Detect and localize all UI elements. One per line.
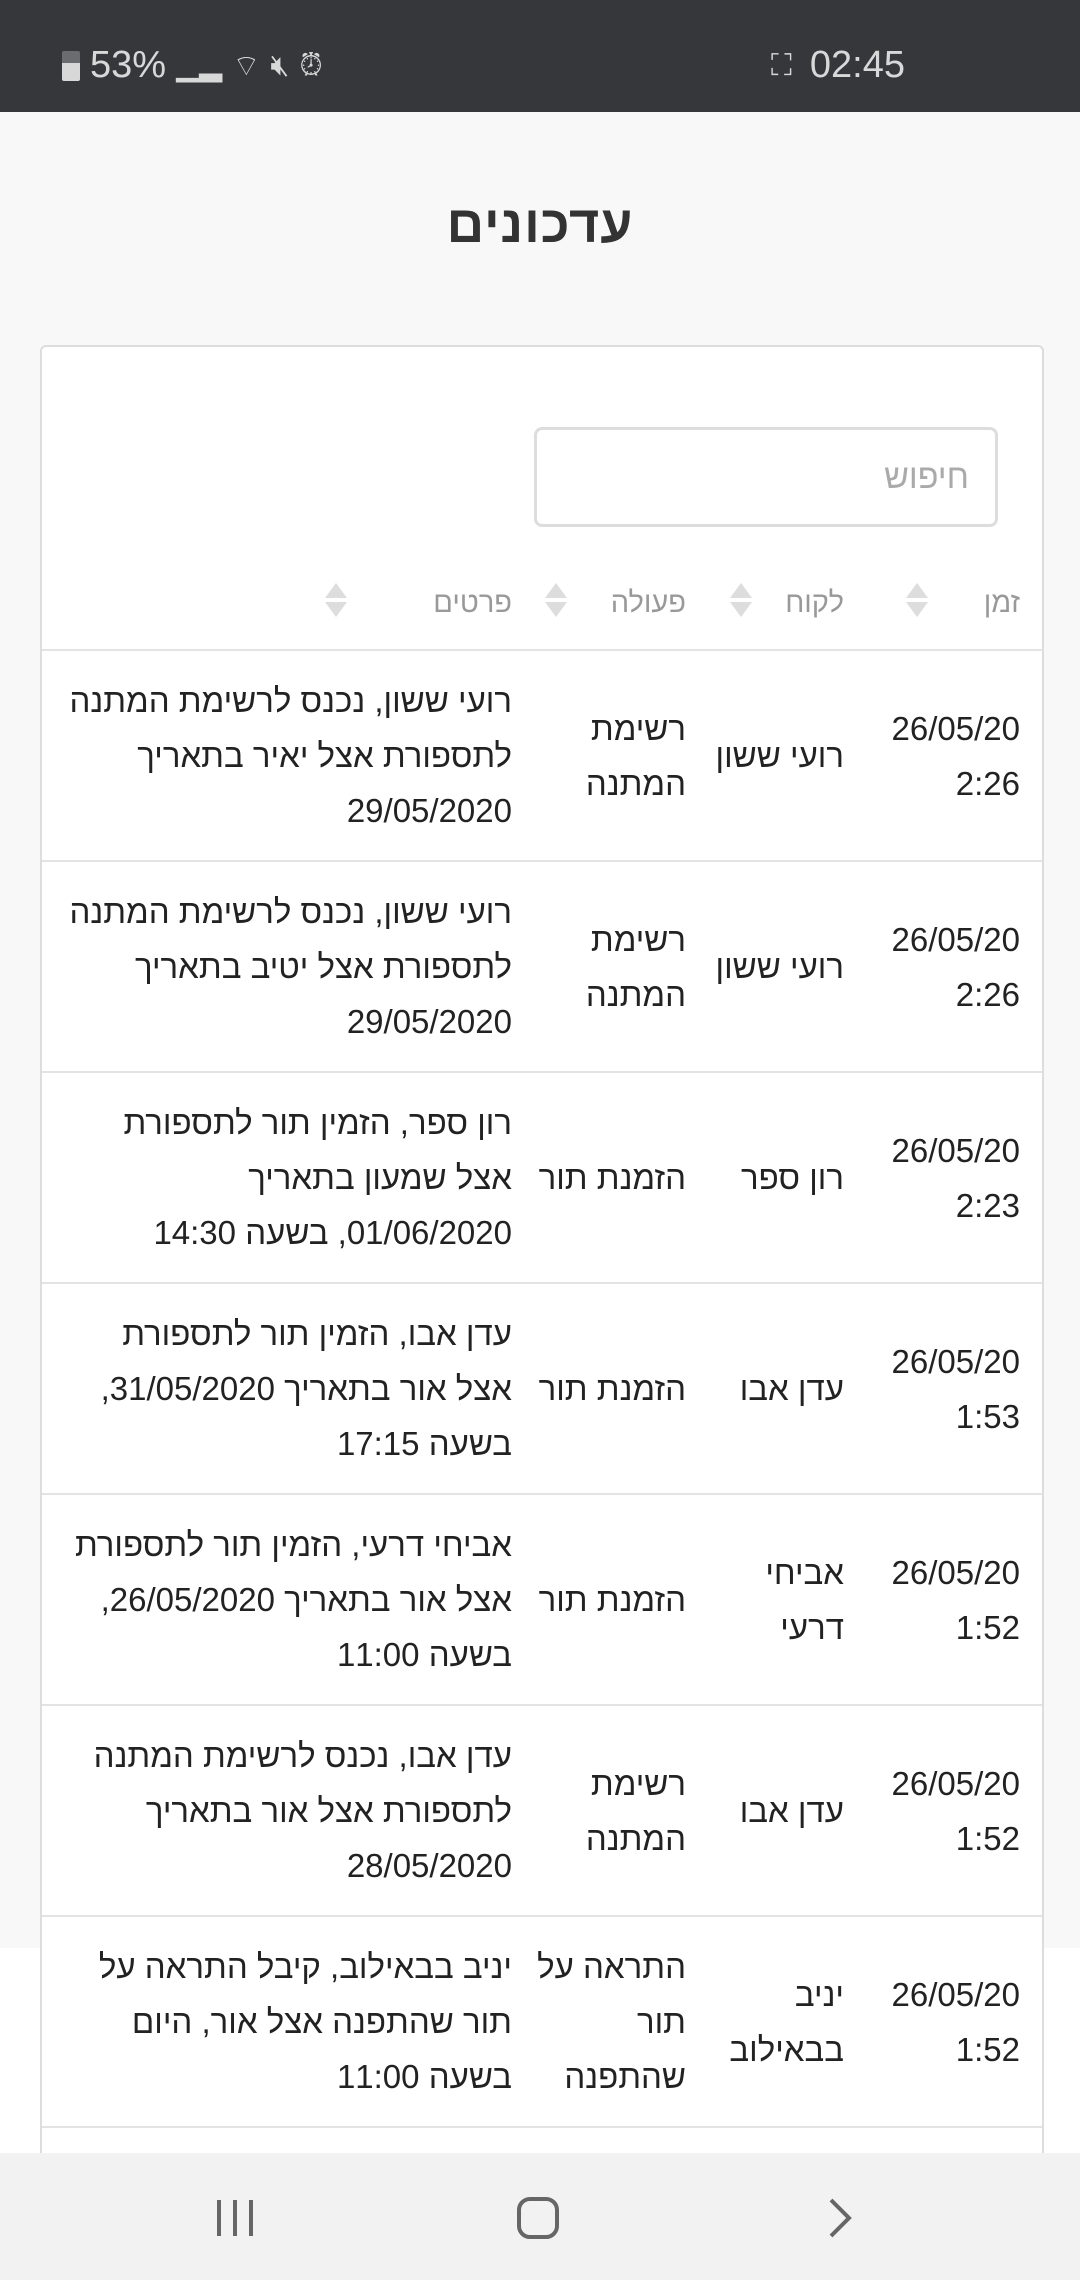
table-header: זמן לקוח פעולה פרטים xyxy=(42,557,1042,650)
column-header-action[interactable]: פעולה xyxy=(529,557,702,650)
cell-time: 26/05/20 2:23 xyxy=(866,1072,1042,1284)
cell-time: 26/05/20 2:26 xyxy=(866,861,1042,1073)
cell-time: 26/05/20 1:52 xyxy=(866,1494,1042,1706)
cell-action: הזמנת תור xyxy=(529,1283,702,1495)
navigation-bar xyxy=(0,2153,1080,2280)
cell-client: יניב בבאילוב xyxy=(702,1916,866,2128)
mute-icon: 🔇︎ xyxy=(270,48,290,82)
cell-client: עדן אבו xyxy=(702,1705,866,1917)
cell-client: רון ספר xyxy=(702,1072,866,1284)
column-header-details[interactable]: פרטים xyxy=(42,557,529,650)
cell-action: רשימת המתנה xyxy=(529,861,702,1073)
cell-time: 26/05/20 2:26 xyxy=(866,649,1042,862)
battery-icon xyxy=(62,50,80,81)
search-input[interactable] xyxy=(534,427,998,527)
cell-client: עדן אבו xyxy=(702,1283,866,1495)
battery-percent: 53% xyxy=(90,44,167,86)
cell-details: עדן אבו, נכנס לרשימת המתנה לתספורת אצל א… xyxy=(42,1705,529,1917)
recent-apps-icon xyxy=(217,2200,253,2236)
home-icon xyxy=(517,2197,559,2239)
cell-action: רשימת המתנה xyxy=(529,1705,702,1917)
table-row[interactable]: 26/05/20 1:52 עדן אבו רשימת המתנה עדן אבו, … xyxy=(42,1705,1042,1917)
table-row[interactable]: 26/05/20 1:52 אביחי דרעי הזמנת תור אביחי דר… xyxy=(42,1494,1042,1706)
updates-table: זמן לקוח פעולה פרטים 26/05/20 2:26 רועי ש… xyxy=(42,557,1042,2247)
table-row[interactable]: 26/05/20 1:53 עדן אבו הזמנת תור עדן אבו, הז… xyxy=(42,1283,1042,1495)
column-header-client[interactable]: לקוח xyxy=(702,557,866,650)
back-button[interactable] xyxy=(800,2183,880,2253)
cell-action: התראה על תור שהתפנה xyxy=(529,1916,702,2128)
cell-client: אביחי דרעי xyxy=(702,1494,866,1706)
wifi-icon: ⌔ xyxy=(232,49,261,83)
cell-client: רועי ששון xyxy=(702,649,866,862)
status-bar: 53% ▁▂ ⌔ 🔇︎ ⏰︎ ⛶ 02:45 xyxy=(0,0,1080,112)
cell-details: אביחי דרעי, הזמין תור לתספורת אצל אור בת… xyxy=(42,1494,529,1706)
cell-time: 26/05/20 1:52 xyxy=(866,1705,1042,1917)
cell-client: רועי ששון xyxy=(702,861,866,1073)
recent-apps-button[interactable] xyxy=(195,2183,275,2253)
sort-icon[interactable] xyxy=(545,583,567,617)
column-header-time[interactable]: זמן xyxy=(866,557,1042,650)
table-row[interactable]: 26/05/20 2:23 רון ספר הזמנת תור רון ספר, הז… xyxy=(42,1072,1042,1284)
table-row[interactable]: 26/05/20 1:52 יניב בבאילוב התראה על תור שה… xyxy=(42,1916,1042,2128)
cell-action: רשימת המתנה xyxy=(529,649,702,862)
cell-action: הזמנת תור xyxy=(529,1494,702,1706)
cell-details: רועי ששון, נכנס לרשימת המתנה לתספורת אצל… xyxy=(42,649,529,862)
cell-details: עדן אבו, הזמין תור לתספורת אצל אור בתארי… xyxy=(42,1283,529,1495)
chevron-right-icon xyxy=(829,2198,852,2238)
cell-time: 26/05/20 1:53 xyxy=(866,1283,1042,1495)
sort-icon[interactable] xyxy=(325,583,347,617)
home-button[interactable] xyxy=(498,2183,578,2253)
cell-time: 26/05/20 1:52 xyxy=(866,1916,1042,2128)
page-title: עדכונים xyxy=(446,196,634,254)
sort-icon[interactable] xyxy=(730,583,752,617)
table-row[interactable]: 26/05/20 2:26 רועי ששון רשימת המתנה רועי שש… xyxy=(42,649,1042,862)
screen-record-icon: ⛶ xyxy=(770,48,792,82)
signal-icon: ▁▂ xyxy=(176,49,223,82)
alarm-icon: ⏰︎ xyxy=(299,48,323,82)
clock: 02:45 xyxy=(809,44,905,86)
cell-details: יניב בבאילוב, קיבל התראה על תור שהתפנה א… xyxy=(42,1916,529,2128)
cell-details: רועי ששון, נכנס לרשימת המתנה לתספורת אצל… xyxy=(42,861,529,1073)
cell-details: רון ספר, הזמין תור לתספורת אצל שמעון בתא… xyxy=(42,1072,529,1284)
sort-icon[interactable] xyxy=(906,583,928,617)
cell-action: הזמנת תור xyxy=(529,1072,702,1284)
table-row[interactable]: 26/05/20 2:26 רועי ששון רשימת המתנה רועי שש… xyxy=(42,861,1042,1073)
